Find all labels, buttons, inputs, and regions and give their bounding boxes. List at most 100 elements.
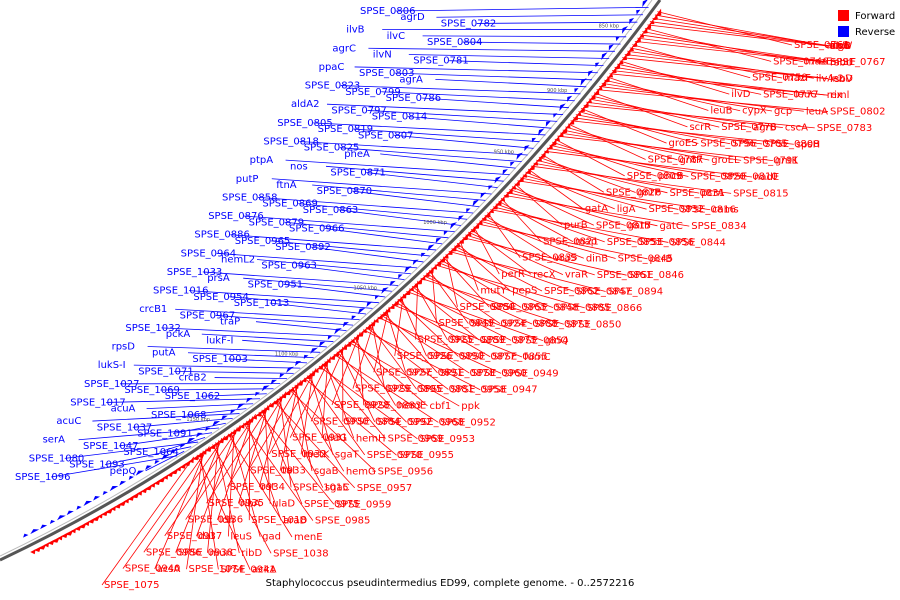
forward-label-connector: [333, 353, 439, 423]
reverse-gene-label: SPSE_0876: [208, 211, 264, 222]
reverse-gene-label: SPSE_1069: [124, 385, 179, 396]
forward-gene-label: nadE: [754, 172, 779, 183]
forward-label-connector: [476, 223, 648, 260]
forward-gene-label: SPSE_0949: [503, 368, 559, 379]
forward-gene-label: SPSE_0894: [608, 287, 664, 298]
forward-feature-mark: [136, 490, 143, 496]
reverse-feature-mark: [310, 347, 319, 354]
reverse-label-connector: [133, 364, 301, 369]
forward-label-connector: [230, 431, 261, 537]
forward-gene-label: SPSE_0940: [125, 564, 181, 575]
forward-gene-label: metK: [303, 449, 330, 460]
forward-label-connector: [397, 298, 459, 357]
reverse-gene-label: SPSE_0806: [360, 6, 416, 17]
reverse-feature-mark: [524, 145, 530, 152]
forward-gene-label: SPSE_0924: [470, 318, 526, 329]
reverse-feature-mark: [580, 78, 587, 86]
forward-label-connector: [420, 277, 564, 325]
forward-gene-label: SPSE_0777: [763, 89, 819, 100]
forward-label-connector: [217, 416, 254, 520]
forward-gene-label: SPSE_0883: [366, 400, 422, 411]
reverse-label-connector: [147, 346, 321, 353]
reverse-gene-label: SPSE_0965: [235, 236, 290, 247]
reverse-gene-label: ptpA: [250, 155, 274, 166]
forward-label-connector: [451, 248, 574, 292]
reverse-feature-mark: [161, 454, 170, 460]
forward-gene-label: SPSE_0866: [587, 303, 643, 314]
reverse-feature-mark: [636, 9, 641, 15]
reverse-label-connector: [368, 47, 615, 52]
forward-gene-label: ppk: [461, 401, 480, 412]
reverse-gene-label: putA: [152, 348, 176, 359]
legend-reverse-swatch: [838, 26, 849, 37]
forward-label-connector: [279, 396, 292, 488]
forward-label-connector: [365, 326, 449, 390]
forward-label-connector: [503, 194, 690, 227]
reverse-feature-mark: [458, 215, 464, 222]
reverse-feature-mark: [279, 373, 285, 378]
forward-label-connector: [465, 234, 595, 276]
reverse-label-connector: [255, 321, 347, 332]
forward-gene-label: SPSE_0957: [357, 483, 413, 494]
forward-label-connector: [454, 245, 543, 292]
forward-gene-label: SPSE_0865: [491, 302, 546, 313]
forward-label-connector: [538, 156, 636, 193]
forward-label-connector: [207, 440, 220, 553]
forward-label-connector: [175, 437, 223, 553]
reverse-gene-label: SPSE_0870: [317, 186, 373, 197]
forward-label-connector: [583, 104, 815, 129]
forward-gene-label: SPSE_0844: [670, 237, 726, 248]
reverse-label-connector: [64, 441, 199, 459]
reverse-feature-mark: [574, 88, 579, 93]
forward-label-connector: [456, 242, 511, 292]
forward-gene-label: ribA: [240, 498, 260, 509]
forward-gene-label: cbf1: [429, 401, 451, 412]
forward-feature-mark: [150, 482, 156, 488]
forward-gene-label: ligA: [617, 204, 636, 215]
forward-feature-mark: [344, 340, 353, 347]
forward-label-connector: [570, 120, 794, 145]
reverse-gene-label: SPSE_0782: [441, 18, 497, 29]
reverse-gene-label: SPSE_0963: [261, 261, 317, 272]
reverse-gene-label: pepQ: [110, 466, 137, 477]
forward-label-connector: [394, 293, 404, 356]
reverse-label-connector: [270, 240, 430, 257]
reverse-label-connector: [394, 72, 593, 81]
reverse-label-connector: [408, 54, 610, 59]
reverse-feature-mark: [334, 328, 342, 335]
reverse-feature-mark: [404, 266, 412, 273]
reverse-feature-mark: [56, 515, 66, 521]
forward-gene-label: gatB: [628, 221, 651, 232]
forward-feature-mark: [162, 474, 169, 480]
forward-label-connector: [406, 291, 544, 342]
forward-label-connector: [276, 398, 324, 488]
reverse-label-connector: [312, 184, 486, 201]
reverse-label-connector: [271, 178, 492, 195]
reverse-gene-label: SPSE_1062: [165, 391, 221, 402]
forward-label-connector: [164, 424, 241, 537]
reverse-label-connector: [215, 315, 354, 326]
reverse-label-connector: [173, 422, 226, 434]
forward-gene-label: SPSE_0936: [188, 515, 244, 526]
forward-gene-label: gntK: [775, 156, 799, 167]
forward-gene-label: SPSE_0935: [209, 498, 265, 509]
reverse-label-connector: [201, 333, 334, 342]
forward-gene-label: gcp: [774, 106, 792, 117]
forward-gene-label: acsA: [157, 564, 181, 575]
forward-label-connector: [143, 435, 226, 553]
reverse-label-connector: [118, 432, 213, 447]
forward-feature-mark: [455, 242, 461, 248]
reverse-gene-label: SPSE_0871: [330, 168, 386, 179]
forward-gene-label: SPSE_0817: [596, 220, 652, 231]
forward-label-connector: [580, 108, 667, 144]
forward-label-connector: [511, 186, 594, 226]
forward-label-connector: [227, 433, 293, 538]
forward-label-connector: [391, 303, 523, 358]
reverse-feature-mark: [76, 505, 82, 510]
forward-label-connector: [227, 429, 235, 537]
reverse-label-connector: [313, 122, 546, 136]
forward-gene-label: dat: [199, 531, 215, 542]
forward-gene-label: SPSE_0785: [732, 139, 788, 150]
forward-gene-label: SPSE_0778: [721, 122, 777, 133]
reverse-gene-label: SPSE_1032: [125, 323, 180, 334]
